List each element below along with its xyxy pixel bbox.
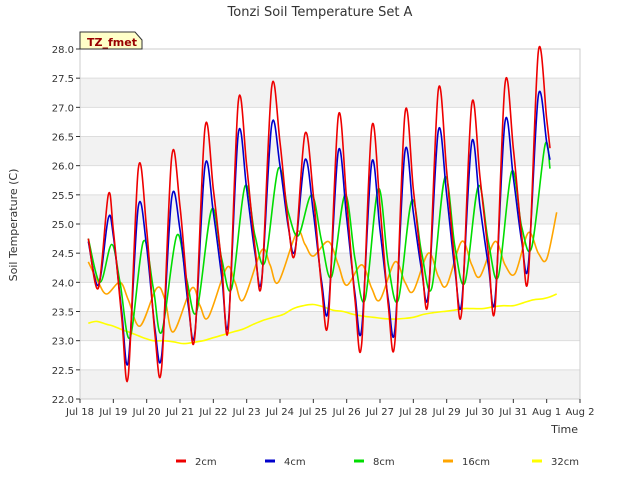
y-tick-label: 22.5 <box>52 366 74 377</box>
y-tick-label: 28.0 <box>52 45 74 56</box>
y-tick-label: 26.0 <box>52 162 74 173</box>
y-tick-label: 23.5 <box>52 308 74 319</box>
y-tick-label: 24.5 <box>52 249 74 260</box>
x-tick-label: Jul 24 <box>265 407 294 418</box>
x-tick-label: Jul 20 <box>132 407 161 418</box>
series-line-2cm <box>87 46 551 383</box>
band <box>80 194 580 224</box>
x-tick-label: Jul 18 <box>65 407 94 418</box>
legend-label-4cm: 4cm <box>284 457 306 468</box>
series-lines <box>87 46 558 383</box>
tz-fmet-annotation: TZ_fmet <box>79 31 143 50</box>
legend-label-2cm: 2cm <box>195 457 217 468</box>
band <box>80 369 580 399</box>
band <box>80 78 580 108</box>
annotation-label: TZ_fmet <box>87 36 137 49</box>
x-tick-label: Aug 2 <box>565 407 594 418</box>
y-axis-label: Soil Temperature (C) <box>7 169 20 282</box>
y-tick-label: 24.0 <box>52 278 74 289</box>
legend-label-16cm: 16cm <box>462 457 490 468</box>
y-tick-label: 26.5 <box>52 133 74 144</box>
y-axis-ticks: 22.0 22.5 23.0 23.5 24.0 24.5 25.0 25.5 26.0 26.5… <box>52 45 80 406</box>
x-tick-label: Jul 19 <box>98 407 127 418</box>
x-tick-label: Jul 21 <box>165 407 194 418</box>
x-axis-label: Time <box>550 423 578 436</box>
y-tick-label: 27.5 <box>52 74 74 85</box>
x-tick-label: Jul 27 <box>365 407 394 418</box>
x-tick-label: Jul 26 <box>332 407 361 418</box>
legend-label-8cm: 8cm <box>373 457 395 468</box>
legend-label-32cm: 32cm <box>551 457 579 468</box>
annotation-box <box>79 31 143 50</box>
series-line-4cm <box>87 90 551 366</box>
x-tick-label: Aug 1 <box>532 407 561 418</box>
x-tick-label: Jul 29 <box>432 407 461 418</box>
legend: 2cm 4cm 8cm 16cm 32cm <box>176 457 579 468</box>
x-tick-label: Jul 31 <box>498 407 527 418</box>
y-tick-label: 25.5 <box>52 191 74 202</box>
x-tick-label: Jul 22 <box>198 407 227 418</box>
x-tick-label: Jul 30 <box>465 407 494 418</box>
x-tick-label: Jul 23 <box>232 407 261 418</box>
x-tick-label: Jul 28 <box>398 407 427 418</box>
y-tick-label: 22.0 <box>52 395 74 406</box>
y-tick-label: 25.0 <box>52 220 74 231</box>
plot-background-bands <box>80 78 580 399</box>
band <box>80 136 580 166</box>
chart-title: Tonzi Soil Temperature Set A <box>227 5 413 20</box>
y-tick-label: 23.0 <box>52 337 74 348</box>
y-tick-label: 27.0 <box>52 103 74 114</box>
x-tick-label: Jul 25 <box>298 407 327 418</box>
x-axis-ticks: Jul 18 Jul 19 Jul 20 Jul 21 Jul 22 Jul 23 Jul … <box>65 399 595 418</box>
